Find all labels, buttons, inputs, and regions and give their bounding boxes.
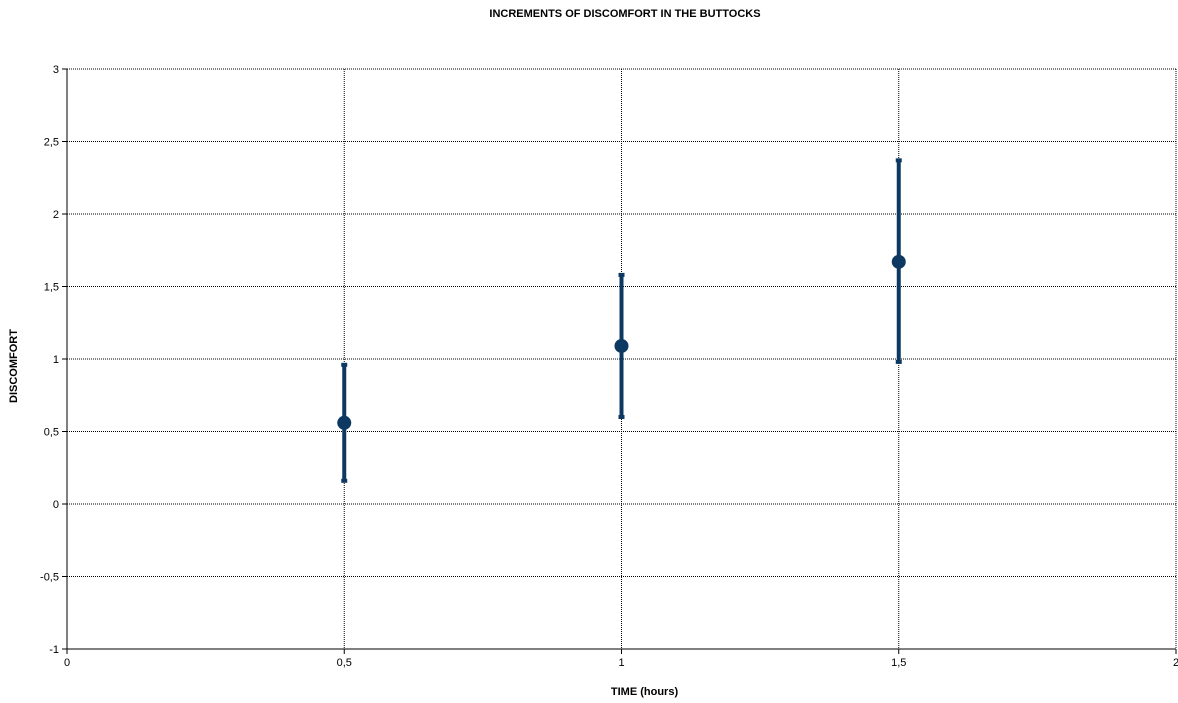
error-cap-low <box>341 478 348 483</box>
tick-layer: -1 -0,5 0 0,5 1 1,5 2 2,5 3 0 0,5 1 1,5 2 <box>40 64 1178 669</box>
x-tick-label: 0,5 <box>337 657 352 669</box>
y-tick-label: 3 <box>53 64 59 76</box>
error-cap-high <box>341 362 348 367</box>
error-cap-low <box>895 359 902 364</box>
x-tick-label: 2 <box>1173 657 1178 669</box>
y-tick-label: 1 <box>53 354 59 366</box>
x-tick-label: 1 <box>618 657 624 669</box>
y-tick-label: 0 <box>53 499 59 511</box>
error-cap-high <box>895 158 902 163</box>
axis-layer <box>62 68 1177 654</box>
x-tick-label: 0 <box>64 657 70 669</box>
x-tick-label: 1,5 <box>891 657 906 669</box>
y-tick-label: 1,5 <box>44 282 59 294</box>
data-point <box>614 338 629 353</box>
data-point <box>337 415 352 430</box>
y-tick-label: 2 <box>53 209 59 221</box>
x-axis-title: TIME (hours) <box>611 686 679 698</box>
y-tick-label: 0,5 <box>44 427 59 439</box>
data-layer <box>337 158 906 483</box>
y-axis-title: DISCOMFORT <box>8 329 20 403</box>
error-cap-high <box>618 272 625 277</box>
data-point <box>891 254 906 269</box>
chart-title: INCREMENTS OF DISCOMFORT IN THE BUTTOCKS <box>489 8 761 20</box>
error-cap-low <box>618 415 625 419</box>
y-tick-label: -0,5 <box>40 572 59 584</box>
y-tick-label: -1 <box>49 644 59 656</box>
y-tick-label: 2,5 <box>44 137 59 149</box>
